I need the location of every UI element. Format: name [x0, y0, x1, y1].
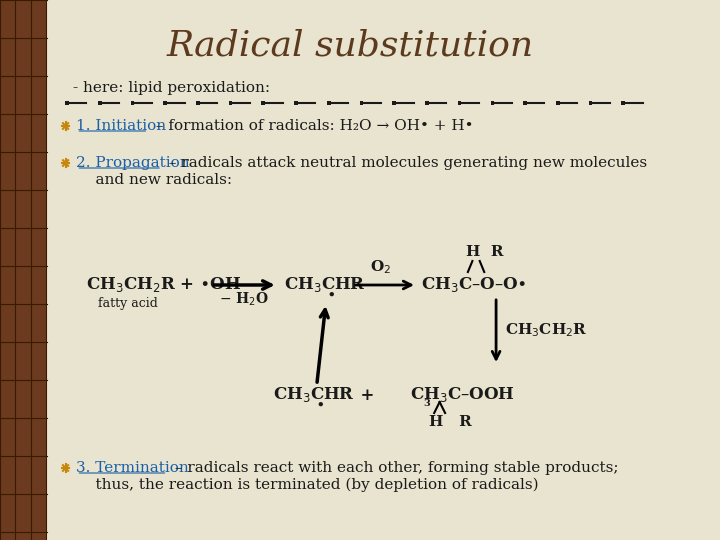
Text: CH$_3$CHR: CH$_3$CHR — [273, 386, 355, 404]
Text: – radicals react with each other, forming stable products;: – radicals react with each other, formin… — [170, 461, 618, 475]
Bar — [359, 101, 364, 105]
Bar — [458, 101, 462, 105]
Text: Radical substitution: Radical substitution — [167, 28, 534, 62]
Text: $-$ H$_2$O: $-$ H$_2$O — [219, 291, 269, 308]
Text: CH$_3$C–O–O$\bullet$: CH$_3$C–O–O$\bullet$ — [420, 275, 526, 294]
Text: and new radicals:: and new radicals: — [76, 173, 233, 187]
Bar — [0, 0, 48, 540]
Bar — [523, 101, 527, 105]
Text: 3: 3 — [423, 399, 430, 408]
Text: +: + — [348, 387, 385, 403]
Text: $\bullet$: $\bullet$ — [315, 397, 324, 411]
Text: – formation of radicals: H₂O → OH• + H•: – formation of radicals: H₂O → OH• + H• — [151, 119, 474, 133]
Bar — [229, 101, 233, 105]
Bar — [425, 101, 428, 105]
Text: 1. Initiation: 1. Initiation — [76, 119, 166, 133]
Text: H  R: H R — [466, 245, 503, 259]
Text: CH$_3$CHR: CH$_3$CHR — [284, 275, 366, 294]
Bar — [327, 101, 330, 105]
Text: fatty acid: fatty acid — [99, 296, 158, 309]
Bar — [589, 101, 593, 105]
Text: 3. Termination: 3. Termination — [76, 461, 189, 475]
Bar — [163, 101, 167, 105]
Text: O$_2$: O$_2$ — [370, 258, 391, 276]
Text: CH$_3$CH$_2$R + $\bullet$OH: CH$_3$CH$_2$R + $\bullet$OH — [86, 275, 242, 294]
Bar — [98, 101, 102, 105]
Text: $\bullet$: $\bullet$ — [326, 287, 335, 301]
Bar — [130, 101, 134, 105]
Text: CH$_3$C–OOH: CH$_3$C–OOH — [410, 386, 514, 404]
Bar — [490, 101, 494, 105]
Text: CH$_3$CH$_2$R: CH$_3$CH$_2$R — [505, 321, 588, 339]
Text: thus, the reaction is terminated (by depletion of radicals): thus, the reaction is terminated (by dep… — [76, 478, 539, 492]
Text: - here: lipid peroxidation:: - here: lipid peroxidation: — [73, 81, 270, 95]
Bar — [392, 101, 396, 105]
Bar — [66, 101, 69, 105]
Bar — [196, 101, 199, 105]
Bar — [294, 101, 298, 105]
Text: – radicals attack neutral molecules generating new molecules: – radicals attack neutral molecules gene… — [164, 156, 647, 170]
Text: H   R: H R — [428, 415, 472, 429]
Text: 2. Propagation: 2. Propagation — [76, 156, 190, 170]
Bar — [621, 101, 625, 105]
Bar — [261, 101, 265, 105]
Bar — [556, 101, 559, 105]
